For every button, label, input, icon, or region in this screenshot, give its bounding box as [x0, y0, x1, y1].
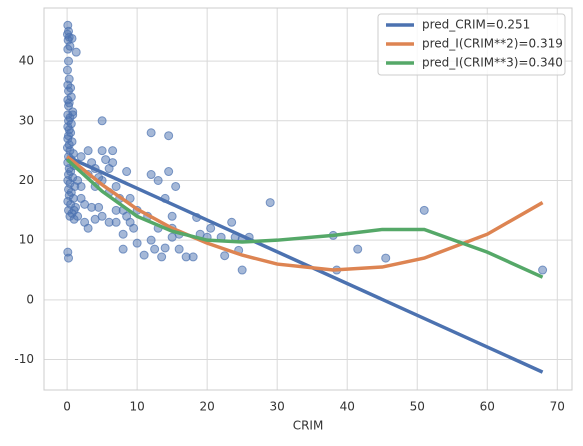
x-tick-label: 50	[410, 400, 425, 414]
scatter-point	[146, 235, 156, 245]
series-line	[66, 155, 544, 272]
x-tick-label: 10	[129, 400, 144, 414]
x-tick-label: 30	[270, 400, 285, 414]
scatter-point	[150, 244, 160, 254]
y-tick-label: 40	[19, 54, 34, 68]
scatter-point	[227, 217, 237, 227]
scatter-point	[157, 252, 167, 262]
scatter-point	[97, 116, 107, 126]
x-tick-label: 40	[340, 400, 355, 414]
scatter-point	[164, 167, 174, 177]
scatter-point	[122, 167, 132, 177]
scatter-point	[108, 158, 118, 168]
scatter-point	[139, 250, 149, 260]
y-tick-label: 20	[19, 173, 34, 187]
plot-frame	[43, 7, 573, 391]
x-tick-label: 70	[550, 400, 565, 414]
x-tick-label: 60	[480, 400, 495, 414]
scatter-point	[71, 47, 81, 57]
y-tick-label: 30	[19, 113, 34, 127]
scatter-point	[188, 252, 198, 262]
scatter-point	[76, 152, 86, 162]
legend-label: pred_I(CRIM**3)=0.340	[422, 56, 563, 70]
series-line	[66, 155, 544, 374]
scatter-point	[171, 181, 181, 191]
scatter-point	[111, 217, 121, 227]
scatter-point	[118, 229, 128, 239]
x-tick-label: 0	[63, 400, 71, 414]
scatter-point	[94, 202, 104, 212]
scatter-point	[83, 223, 93, 233]
scatter-point	[90, 214, 100, 224]
legend-box	[377, 13, 566, 76]
scatter-point	[64, 101, 74, 111]
y-tick-label: -10	[14, 352, 34, 366]
scatter-point	[237, 265, 247, 275]
scatter-point	[76, 193, 86, 203]
scatter-point	[63, 44, 73, 54]
scatter-point	[153, 175, 163, 185]
y-tick-label: 0	[26, 292, 34, 306]
scatter-point	[64, 253, 74, 263]
scatter-point	[132, 238, 142, 248]
scatter-point	[111, 181, 121, 191]
scatter-point	[118, 244, 128, 254]
scatter-point	[538, 265, 548, 275]
y-tick-label: 10	[19, 233, 34, 247]
scatter-point	[108, 146, 118, 156]
scatter-point	[206, 223, 216, 233]
scatter-point	[62, 65, 72, 75]
x-tick-label: 20	[200, 400, 215, 414]
scatter-point	[174, 244, 184, 254]
legend-label: pred_I(CRIM**2)=0.319	[422, 37, 563, 51]
scatter-point	[265, 198, 275, 208]
scatter-point	[419, 205, 429, 215]
series-line	[65, 158, 544, 279]
scatter-point	[164, 131, 174, 141]
scatter-point	[220, 251, 230, 261]
scatter-point	[381, 253, 391, 263]
scatter-point	[97, 146, 107, 156]
scatter-point	[64, 56, 74, 66]
scatter-point	[146, 128, 156, 138]
scatter-point	[146, 170, 156, 180]
scatter-point	[160, 243, 170, 253]
legend-label: pred_CRIM=0.251	[422, 18, 530, 32]
scatter-point	[76, 181, 86, 191]
scatter-point	[167, 211, 177, 221]
scatter-point	[83, 146, 93, 156]
scatter-point	[129, 223, 139, 233]
scatter-point	[353, 244, 363, 254]
scatter-point	[69, 205, 79, 215]
x-axis-label: CRIM	[293, 419, 324, 433]
